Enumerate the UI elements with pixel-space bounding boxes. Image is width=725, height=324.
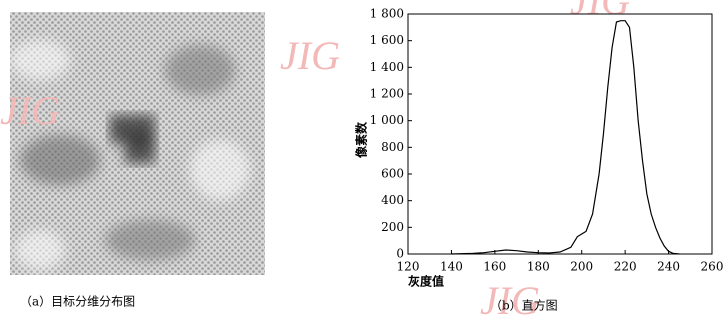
y-tick-label: 1 400 — [370, 60, 404, 74]
page: JIG JIG JIG JIG （a）目标分维分布图 （b）直方图 灰度值 像素… — [0, 0, 725, 324]
watermark: JIG — [570, 0, 630, 23]
watermark: JIG — [280, 33, 340, 78]
y-tick-label: 400 — [381, 193, 404, 207]
x-tick-label: 200 — [570, 260, 593, 274]
y-tick-label: 0 — [396, 247, 404, 261]
y-tick-label: 1 000 — [370, 113, 404, 127]
watermark: JIG — [0, 88, 60, 133]
caption: （b）直方图 — [490, 298, 558, 313]
x-tick-label: 120 — [397, 260, 420, 274]
x-tick-label: 240 — [657, 260, 680, 274]
x-axis-label: 灰度值 — [408, 274, 444, 289]
y-axis-label: 像素数 — [354, 121, 369, 158]
y-tick-label: 600 — [381, 167, 404, 181]
y-tick-label: 1 800 — [370, 7, 404, 21]
y-tick-label: 200 — [381, 220, 404, 234]
x-tick-label: 220 — [614, 260, 637, 274]
target-image — [10, 12, 265, 275]
histogram-line — [451, 21, 679, 254]
x-tick-label: 180 — [527, 260, 550, 274]
y-tick-label: 1 600 — [370, 33, 404, 47]
x-tick-label: 160 — [483, 260, 506, 274]
figure: JIG JIG JIG JIG （a）目标分维分布图 （b）直方图 灰度值 像素… — [0, 0, 725, 320]
y-tick-label: 1 200 — [370, 87, 404, 101]
x-tick-label: 260 — [701, 260, 724, 274]
caption: （a）目标分维分布图 — [20, 295, 135, 309]
x-tick-label: 140 — [440, 260, 463, 274]
y-tick-label: 800 — [381, 140, 404, 154]
plot-frame — [408, 14, 712, 254]
